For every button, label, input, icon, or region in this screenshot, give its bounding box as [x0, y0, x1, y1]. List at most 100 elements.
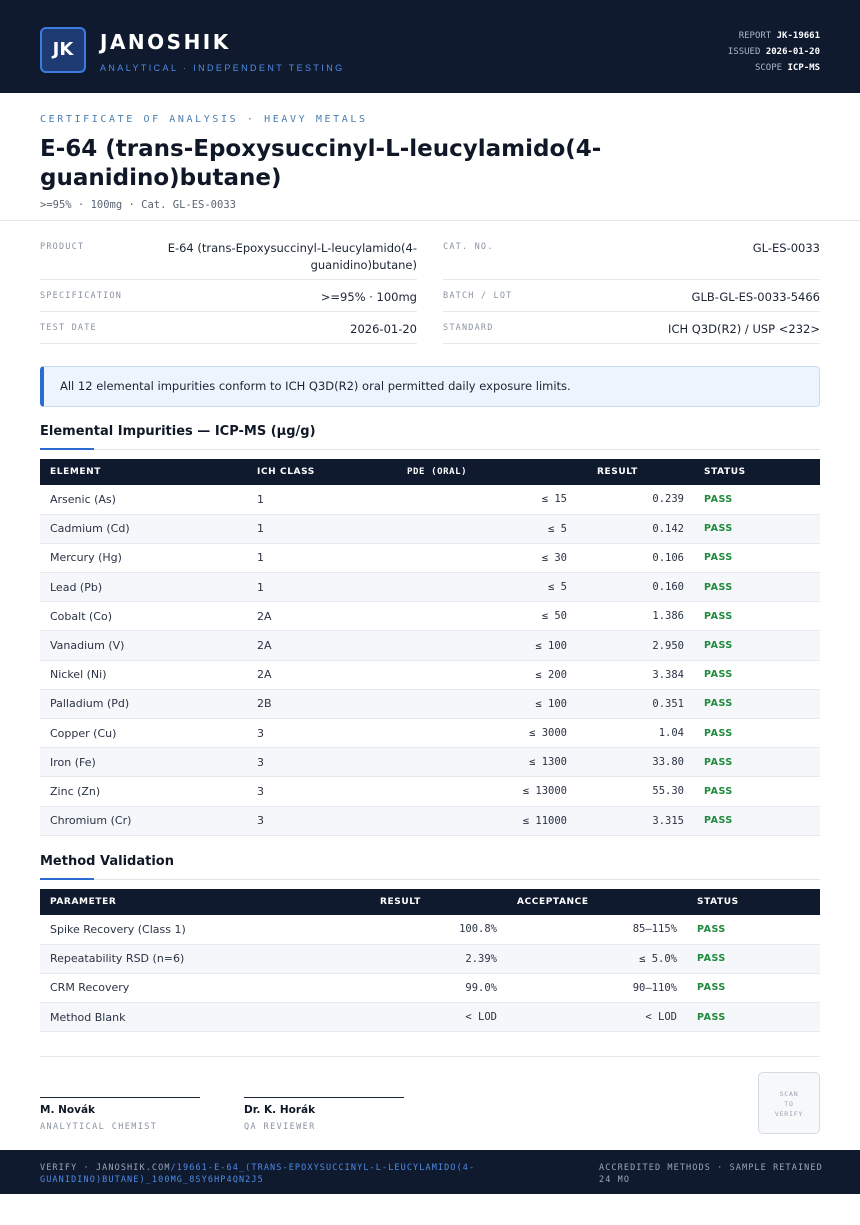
element-cell: Lead (Pb): [40, 572, 247, 603]
batch-value: GLB-GL-ES-0033-5466: [691, 290, 820, 304]
pde-cell: ≤ 1300: [377, 747, 577, 778]
result-cell: 0.106: [577, 543, 694, 574]
status-badge: PASS: [694, 601, 820, 632]
divider: [40, 879, 820, 880]
status-badge: PASS: [687, 973, 820, 1004]
pde-cell: ≤ 3000: [377, 718, 577, 749]
table-row: Iron (Fe) 3 ≤ 1300 33.80 PASS: [40, 747, 820, 778]
column-header: PARAMETER: [40, 889, 360, 915]
element-cell: Copper (Cu): [40, 718, 247, 749]
brand-tagline: ANALYTICAL · INDEPENDENT TESTING: [100, 63, 345, 73]
pde-cell: ≤ 5: [377, 572, 577, 603]
table-row: Lead (Pb) 1 ≤ 5 0.160 PASS: [40, 572, 820, 603]
divider: [40, 343, 417, 344]
report-footer: VERIFY · JANOSHIK.COM/19661-E-64_(TRANS-…: [0, 1150, 860, 1194]
column-header: RESULT: [360, 889, 507, 915]
column-header: STATUS: [687, 889, 820, 915]
qr-code[interactable]: SCAN TO VERIFY: [758, 1072, 820, 1134]
table-row: CRM Recovery 99.0% 90–110% PASS: [40, 973, 820, 1004]
status-badge: PASS: [694, 806, 820, 836]
result-cell: 2.950: [577, 630, 694, 661]
table-row: Copper (Cu) 3 ≤ 3000 1.04 PASS: [40, 718, 820, 749]
divider: [443, 311, 820, 312]
table-row: Cadmium (Cd) 1 ≤ 5 0.142 PASS: [40, 514, 820, 544]
result-cell: 0.239: [577, 485, 694, 515]
element-cell: Cobalt (Co): [40, 601, 247, 632]
pde-cell: ≤ 50: [377, 601, 577, 632]
test-date-value: 2026-01-20: [350, 322, 417, 336]
standard-label: STANDARD: [443, 323, 494, 333]
status-badge: PASS: [694, 543, 820, 574]
result-cell: 0.351: [577, 689, 694, 720]
verify-link[interactable]: /19661-E-64_(TRANS-EPOXYSUCCINYL-L-LEUCY…: [40, 1163, 476, 1185]
result-cell: < LOD: [360, 1002, 507, 1033]
pde-cell: ≤ 100: [377, 689, 577, 720]
specification-value: >=95% · 100mg: [320, 290, 417, 304]
report-meta: REPORT JK-19661 ISSUED 2026-01-20 SCOPE …: [728, 28, 820, 76]
info-grid-right: CAT. NO. GL-ES-0033 BATCH / LOT GLB-GL-E…: [443, 238, 820, 344]
acceptance-cell: ≤ 5.0%: [507, 944, 687, 974]
column-header: ACCEPTANCE: [507, 889, 687, 915]
table-row: Palladium (Pd) 2B ≤ 100 0.351 PASS: [40, 689, 820, 720]
pde-cell: ≤ 30: [377, 543, 577, 574]
table-row: Repeatability RSD (n=6) 2.39% ≤ 5.0% PASS: [40, 944, 820, 974]
issued-label: ISSUED: [727, 47, 761, 57]
element-cell: Iron (Fe): [40, 747, 247, 778]
verify-text: VERIFY · JANOSHIK.COM/19661-E-64_(TRANS-…: [40, 1162, 480, 1186]
class-cell: 2A: [247, 630, 377, 661]
element-cell: Vanadium (V): [40, 630, 247, 661]
brand-logo: JK: [40, 27, 86, 73]
validation-table: PARAMETER RESULT ACCEPTANCE STATUS Spike…: [40, 889, 820, 1033]
impurities-section-title: Elemental Impurities — ICP-MS (µg/g): [40, 424, 316, 439]
result-cell: 33.80: [577, 747, 694, 778]
result-cell: 1.04: [577, 718, 694, 749]
table-row: Method Blank < LOD < LOD PASS: [40, 1002, 820, 1033]
element-cell: Cadmium (Cd): [40, 514, 247, 544]
issued-date: 2026-01-20: [765, 47, 820, 57]
status-badge: PASS: [694, 660, 820, 690]
standard-value: ICH Q3D(R2) / USP <232>: [668, 322, 820, 336]
parameter-cell: Repeatability RSD (n=6): [40, 944, 360, 974]
status-badge: PASS: [687, 1002, 820, 1033]
table-header-row: ELEMENT ICH CLASS PDE (ORAL) RESULT STAT…: [40, 459, 820, 485]
product-label: PRODUCT: [40, 242, 85, 252]
divider: [40, 279, 417, 280]
table-row: Mercury (Hg) 1 ≤ 30 0.106 PASS: [40, 543, 820, 574]
column-header: RESULT: [577, 459, 694, 485]
table-row: Spike Recovery (Class 1) 100.8% 85–115% PAS…: [40, 915, 820, 945]
result-cell: 3.384: [577, 660, 694, 690]
status-badge: PASS: [694, 718, 820, 749]
batch-label: BATCH / LOT: [443, 291, 513, 301]
status-badge: PASS: [687, 915, 820, 945]
section-accent: [40, 878, 94, 880]
product-value: E-64 (trans-Epoxysuccinyl-L-leucylamido(…: [167, 241, 417, 272]
qr-caption: SCAN: [779, 1090, 799, 1098]
table-row: Nickel (Ni) 2A ≤ 200 3.384 PASS: [40, 660, 820, 690]
status-badge: PASS: [687, 944, 820, 974]
parameter-cell: Method Blank: [40, 1002, 360, 1033]
result-cell: 0.142: [577, 514, 694, 544]
status-badge: PASS: [694, 776, 820, 807]
status-badge: PASS: [694, 689, 820, 720]
class-cell: 3: [247, 718, 377, 749]
class-cell: 3: [247, 806, 377, 836]
divider: [40, 449, 820, 450]
element-cell: Zinc (Zn): [40, 776, 247, 807]
table-row: Zinc (Zn) 3 ≤ 13000 55.30 PASS: [40, 776, 820, 807]
status-badge: PASS: [694, 630, 820, 661]
result-cell: 100.8%: [360, 915, 507, 945]
divider: [0, 220, 860, 221]
result-cell: 99.0%: [360, 973, 507, 1004]
divider: [443, 343, 820, 344]
class-cell: 3: [247, 747, 377, 778]
product-subline: >=95% · 100mg · Cat. GL-ES-0033: [40, 199, 236, 211]
info-grid-left: PRODUCT E-64 (trans-Epoxysuccinyl-L-leuc…: [40, 238, 417, 344]
element-cell: Nickel (Ni): [40, 660, 247, 690]
element-cell: Palladium (Pd): [40, 689, 247, 720]
section-accent: [40, 448, 94, 450]
divider: [40, 1056, 820, 1057]
element-cell: Chromium (Cr): [40, 806, 247, 836]
divider: [443, 279, 820, 280]
status-badge: PASS: [694, 485, 820, 515]
document-kicker: CERTIFICATE OF ANALYSIS · HEAVY METALS: [40, 114, 368, 125]
